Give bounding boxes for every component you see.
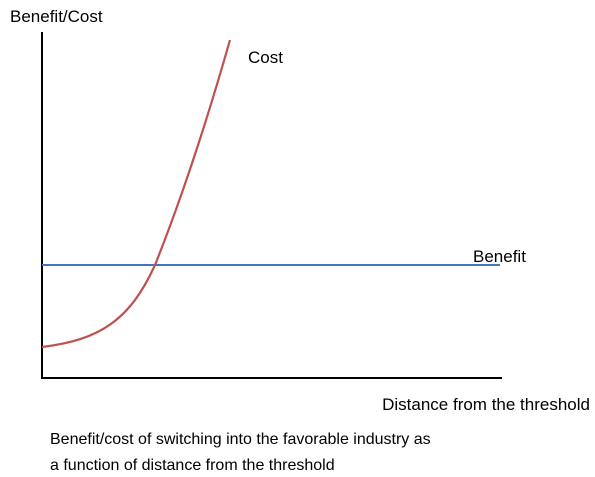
x-axis-label: Distance from the threshold xyxy=(382,395,590,414)
cost-label: Cost xyxy=(248,48,283,67)
benefit-label: Benefit xyxy=(473,247,526,266)
y-axis-label: Benefit/Cost xyxy=(10,7,103,26)
cost-curve xyxy=(41,39,232,349)
caption-line: Benefit/cost of switching into the favor… xyxy=(50,431,431,448)
caption-line: a function of distance from the threshol… xyxy=(50,457,335,474)
